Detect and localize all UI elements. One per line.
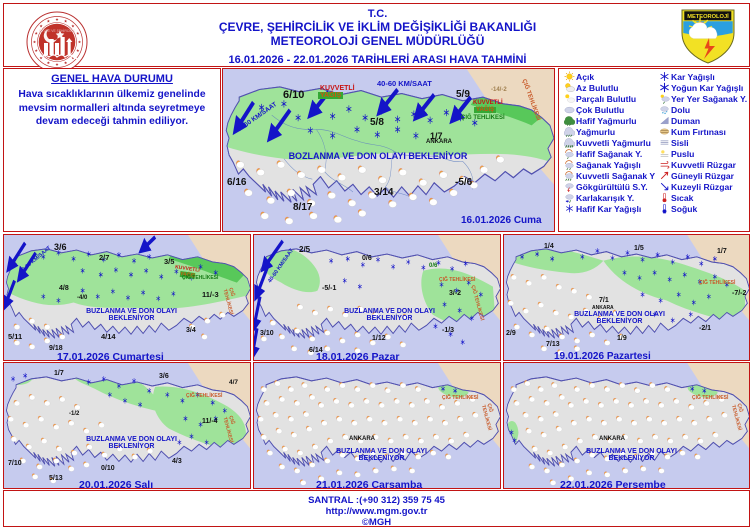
svg-text:METEOROLOJİ: METEOROLOJİ (687, 13, 729, 20)
